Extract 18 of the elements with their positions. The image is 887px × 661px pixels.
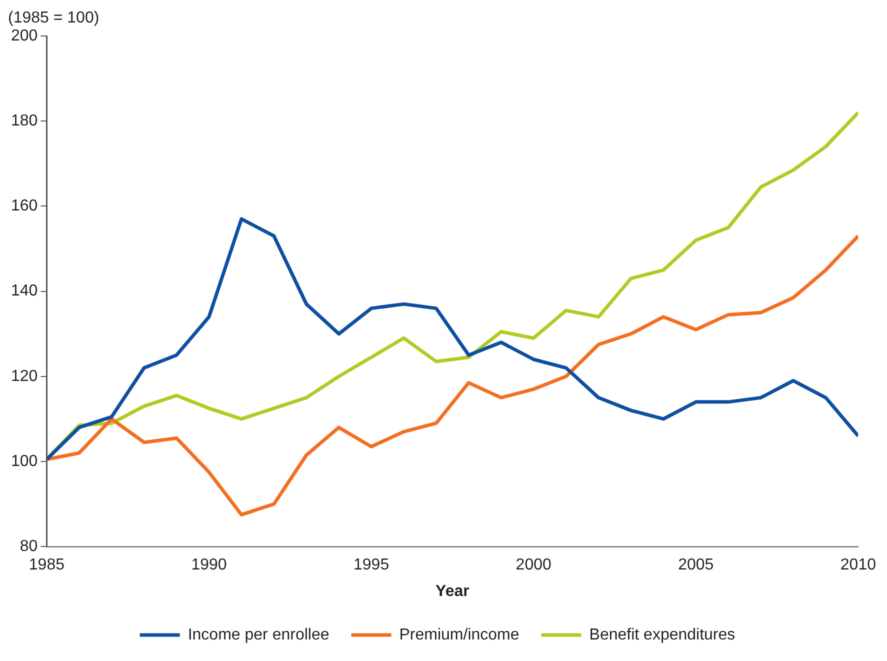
legend-label: Premium/income [399, 626, 520, 644]
legend-label: Income per enrollee [188, 626, 330, 644]
x-axis-title: Year [436, 582, 470, 600]
x-tick-label: 1995 [354, 556, 390, 574]
x-tick-label: 2010 [840, 556, 876, 574]
y-tick-label: 160 [10, 198, 38, 215]
x-tick-label: 2000 [516, 556, 552, 574]
y-tick-label: 100 [10, 452, 38, 470]
y-tick-label: 140 [10, 282, 38, 300]
x-tick-label: 1985 [28, 556, 65, 574]
y-tick-label: 180 [10, 112, 38, 130]
legend-label: Benefit expenditures [589, 626, 736, 644]
y-tick-label: 200 [10, 27, 38, 44]
y-axis-title: (1985 = 100) [8, 9, 100, 26]
y-tick-label: 120 [10, 368, 38, 385]
y-tick-label: 80 [20, 538, 38, 556]
x-tick-label: 2005 [678, 556, 714, 574]
x-tick-label: 1990 [191, 556, 227, 574]
